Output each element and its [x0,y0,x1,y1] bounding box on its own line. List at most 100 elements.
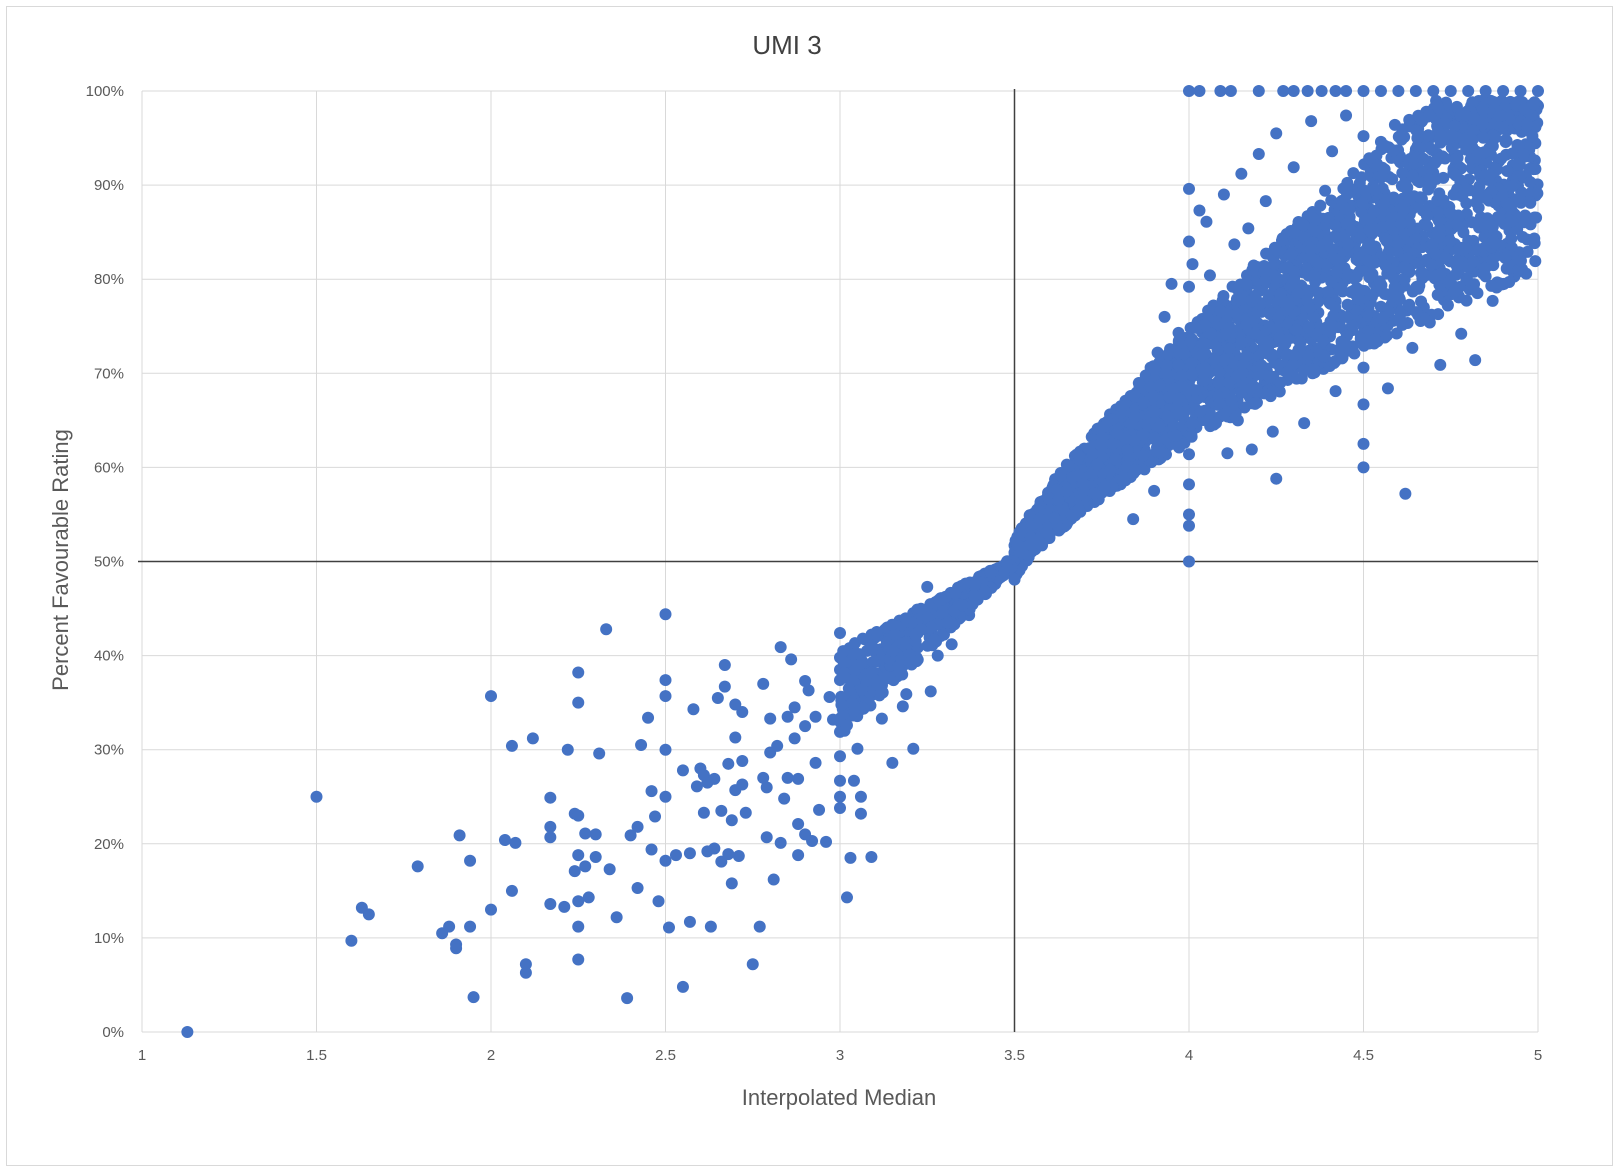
scatter-chart: 1 1.5 2 2.5 3 3.5 4 4.5 5 0% 10% 20% 30% 40% 50% 60% 70… [48,30,1544,1110]
data-point [1183,280,1195,293]
data-point [1368,205,1381,218]
data-point [924,621,937,634]
data-point [1203,269,1216,282]
data-point [1252,350,1265,363]
data-point [1186,258,1199,271]
data-point [1532,85,1544,97]
data-point [1302,349,1315,362]
data-point [1521,117,1534,130]
data-point [1325,275,1338,288]
data-point [1456,190,1469,203]
data-point [1146,390,1159,403]
data-point [1526,130,1539,143]
data-point [1455,327,1468,340]
data-point [1148,406,1161,419]
data-point [1357,85,1370,97]
data-point [1399,487,1412,500]
x-tick-label: 3.5 [1004,1047,1025,1064]
data-point [1517,148,1530,161]
data-point [659,674,672,687]
data-point [725,814,738,827]
data-point [498,834,511,847]
data-point [1479,262,1492,275]
data-point [1464,153,1477,166]
data-point [888,628,901,641]
data-point [1303,301,1316,314]
data-point [1154,446,1167,459]
data-point [1384,218,1397,231]
data-point [921,580,934,593]
data-point [1202,304,1215,317]
data-point [1322,211,1335,224]
data-point [1357,398,1370,411]
data-point [875,712,888,725]
data-point [1193,204,1206,217]
data-point [1381,382,1394,395]
y-tick-label: 60% [94,459,124,476]
data-point [1322,234,1335,247]
data-point [1136,428,1149,441]
data-point [544,791,557,804]
data-point [1198,337,1211,350]
data-point [764,712,777,725]
data-point [1420,209,1433,222]
data-point [1483,168,1496,181]
data-point [1350,271,1363,284]
data-point [1270,127,1283,140]
data-point [1340,310,1353,323]
data-point [1506,147,1519,160]
data-point [1357,437,1370,450]
data-point [978,585,991,598]
data-point [1109,453,1122,466]
data-point [1274,376,1287,389]
data-point [593,747,606,760]
data-point [1441,299,1454,312]
data-point [1379,259,1392,272]
data-point [854,790,867,803]
data-point [837,655,850,668]
data-point [1185,430,1198,443]
data-point [345,934,358,947]
data-point [1194,405,1207,418]
data-point [771,739,784,752]
data-point [1489,237,1502,250]
data-point [757,771,770,784]
data-point [1354,284,1367,297]
data-point [1144,380,1157,393]
data-point [1501,165,1514,178]
data-point [1439,251,1452,264]
data-point [835,698,848,711]
data-point [1373,276,1386,289]
x-tick-label: 1 [138,1047,146,1064]
data-point [1298,417,1311,430]
data-point [966,598,979,611]
data-point [823,691,836,704]
data-point [1312,295,1325,308]
data-point [1214,305,1227,318]
data-point [1329,219,1342,232]
x-tick-label: 4.5 [1353,1047,1374,1064]
data-point [1399,179,1412,192]
data-point [1402,263,1415,276]
data-point [1259,274,1272,287]
data-point [1480,192,1493,205]
data-point [1493,109,1506,122]
data-point [1288,226,1301,239]
data-point [928,633,941,646]
data-point [1288,349,1301,362]
data-point [1505,180,1518,193]
data-point [1183,555,1195,568]
data-point [1072,450,1085,463]
data-point [1529,255,1542,268]
data-point [1147,431,1160,444]
data-point [1153,420,1166,433]
data-point [1290,323,1303,336]
data-point [1409,85,1422,97]
data-point [1341,298,1354,311]
data-point [362,908,375,921]
data-point [1444,85,1457,97]
data-point [310,790,323,803]
data-point [1148,363,1161,376]
data-point [1344,285,1357,298]
data-point [945,638,958,651]
